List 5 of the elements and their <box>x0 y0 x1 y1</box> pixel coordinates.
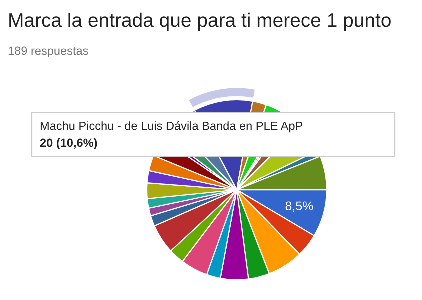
data-label: 20 (10,6%) <box>40 138 98 150</box>
slice-label: Machu Picchu - de Luis Dávila Banda en PLE ApP <box>40 121 303 133</box>
chart-subtitle: 189 respuestas <box>8 46 88 58</box>
chart-title: Marca la entrada que para ti merece 1 punto <box>10 12 391 32</box>
data-label: 8,5% <box>286 202 314 212</box>
